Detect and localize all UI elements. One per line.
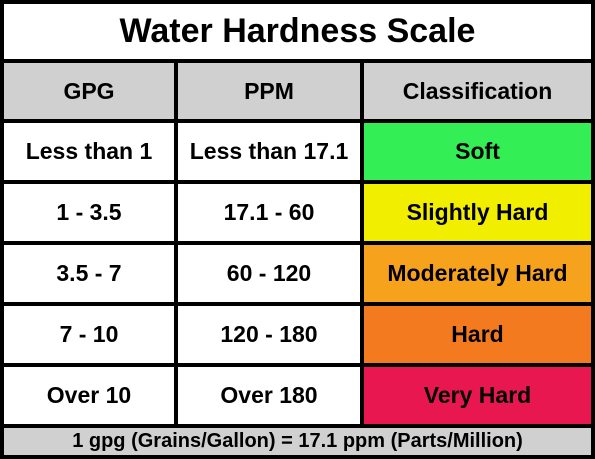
row-soft-gpg: Less than 1 — [4, 123, 174, 180]
row-hard-gpg: 7 - 10 — [4, 306, 174, 363]
row-moderately-hard-classification: Moderately Hard — [364, 245, 591, 302]
header-classification: Classification — [364, 63, 591, 119]
row-moderately-hard-ppm: 60 - 120 — [178, 245, 360, 302]
row-soft-classification: Soft — [364, 123, 591, 180]
row-hard-ppm: 120 - 180 — [178, 306, 360, 363]
row-hard-classification: Hard — [364, 306, 591, 363]
row-very-hard-classification: Very Hard — [364, 367, 591, 424]
row-very-hard-ppm: Over 180 — [178, 367, 360, 424]
row-moderately-hard-gpg: 3.5 - 7 — [4, 245, 174, 302]
header-ppm: PPM — [178, 63, 360, 119]
row-slightly-hard-classification: Slightly Hard — [364, 184, 591, 241]
row-slightly-hard-gpg: 1 - 3.5 — [4, 184, 174, 241]
conversion-footnote: 1 gpg (Grains/Gallon) = 17.1 ppm (Parts/… — [4, 428, 591, 455]
row-slightly-hard-ppm: 17.1 - 60 — [178, 184, 360, 241]
row-very-hard-gpg: Over 10 — [4, 367, 174, 424]
header-gpg: GPG — [4, 63, 174, 119]
table-title: Water Hardness Scale — [4, 4, 591, 59]
row-soft-ppm: Less than 17.1 — [178, 123, 360, 180]
